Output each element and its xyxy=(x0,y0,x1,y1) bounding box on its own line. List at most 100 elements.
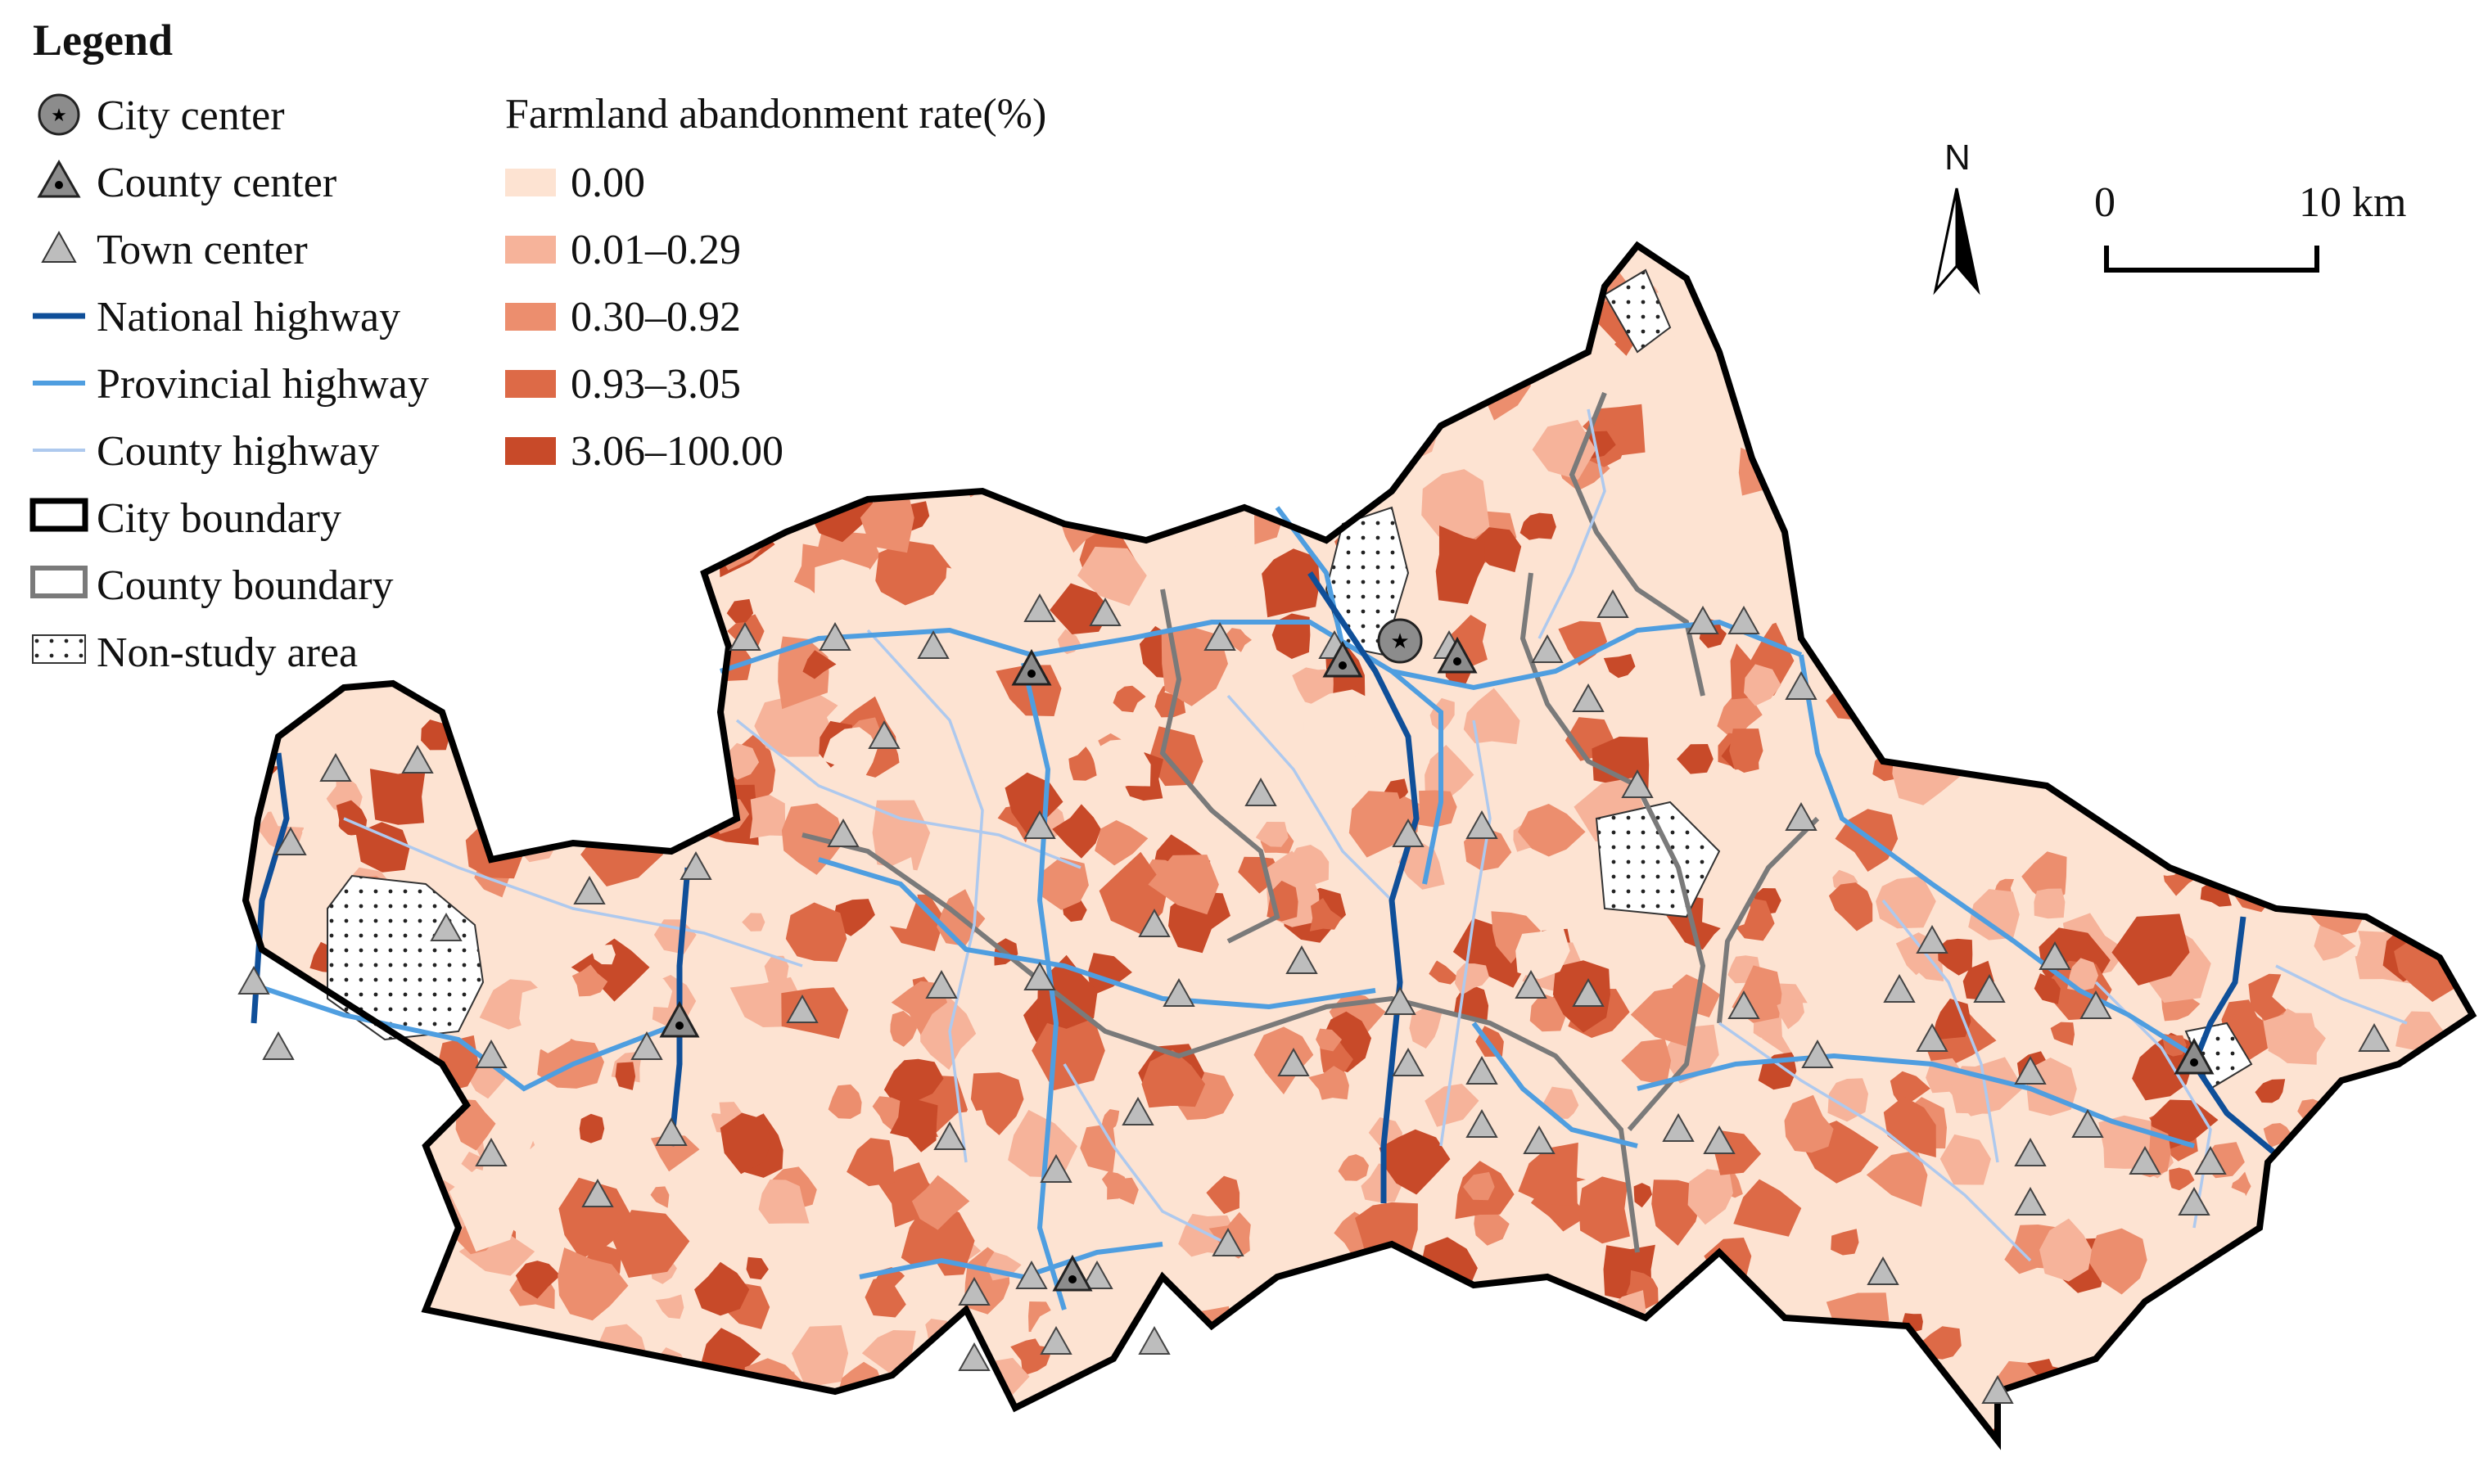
town-center-marker xyxy=(1703,1125,1736,1154)
abandonment-patch xyxy=(1920,1396,1984,1441)
abandonment-patch xyxy=(2373,1071,2444,1146)
abandonment-patch xyxy=(1344,341,1416,416)
abandonment-patch xyxy=(2201,246,2250,274)
north-label: N xyxy=(1944,138,1971,178)
abandonment-patch xyxy=(2062,300,2094,334)
abandonment-patch xyxy=(506,524,534,557)
abandonment-patch xyxy=(1637,1335,1699,1401)
rate-swatch-2 xyxy=(505,303,556,331)
town-center-marker xyxy=(958,1342,991,1371)
abandonment-patch xyxy=(1266,437,1298,471)
abandonment-patch xyxy=(734,1052,790,1115)
abandonment-patch xyxy=(2189,692,2218,719)
abandonment-patch xyxy=(1286,784,1343,833)
abandonment-patch xyxy=(473,286,503,313)
abandonment-patch xyxy=(1425,1084,1479,1127)
abandonment-patch xyxy=(823,341,901,407)
abandonment-patch xyxy=(1113,685,1146,713)
abandonment-patch xyxy=(585,765,613,791)
abandonment-patch xyxy=(567,693,591,718)
abandonment-patch xyxy=(246,1354,279,1391)
abandonment-patch xyxy=(1717,692,1763,741)
town-centers xyxy=(237,589,2391,1404)
legend-nonstudy-box xyxy=(32,634,86,664)
abandonment-patch xyxy=(791,1112,827,1148)
abandonment-patch xyxy=(2075,295,2101,320)
abandonment-patch xyxy=(906,255,990,328)
abandonment-patch xyxy=(1077,546,1147,607)
abandonment-patch xyxy=(246,1024,258,1049)
abandonment-patch xyxy=(1409,1007,1443,1049)
abandonment-patch xyxy=(996,409,1050,461)
abandonment-patch xyxy=(1229,1347,1267,1384)
town-center-marker xyxy=(2194,1145,2227,1175)
abandonment-patch xyxy=(535,695,592,748)
town-center-marker xyxy=(1081,1260,1113,1289)
abandonment-patch xyxy=(2116,517,2159,553)
town-center-marker xyxy=(401,744,434,774)
abandonment-patch xyxy=(632,607,702,669)
abandonment-patch xyxy=(1323,264,1375,323)
abandonment-patch xyxy=(1099,851,1167,935)
abandonment-patch xyxy=(843,592,875,624)
abandonment-patch xyxy=(1352,372,1411,432)
abandonment-patch xyxy=(911,1175,970,1230)
abandonment-patch xyxy=(2251,269,2306,321)
abandonment-patch xyxy=(1790,372,1858,423)
abandonment-patch xyxy=(1739,310,1782,353)
town-center-marker xyxy=(1023,810,1056,839)
abandonment-patch xyxy=(761,246,822,304)
abandonment-patch xyxy=(1127,451,1188,503)
abandonment-patch xyxy=(1338,1154,1369,1181)
abandonment-patch xyxy=(616,1414,648,1434)
abandonment-patch xyxy=(901,1200,975,1277)
town-center-marker xyxy=(680,850,712,880)
abandonment-patch xyxy=(1932,615,1973,647)
abandonment-patch xyxy=(2192,739,2254,810)
abandonment-patch xyxy=(1729,728,1763,770)
abandonment-patch xyxy=(2189,713,2256,776)
town-center-marker xyxy=(1384,986,1416,1015)
legend-label-national-highway: National highway xyxy=(97,294,401,341)
abandonment-patch xyxy=(526,720,602,783)
abandonment-patch xyxy=(871,356,908,399)
abandonment-patch xyxy=(310,1387,337,1416)
abandonment-patch xyxy=(1866,1150,1928,1207)
abandonment-patch xyxy=(1777,1368,1830,1428)
abandonment-patch xyxy=(348,1039,377,1064)
abandonment-patch xyxy=(1972,703,2010,738)
abandonment-patch xyxy=(1321,246,1398,284)
abandonment-patch xyxy=(1435,525,1485,604)
abandonment-patch xyxy=(1089,484,1111,510)
town-center-marker xyxy=(868,719,901,749)
abandonment-patch xyxy=(269,1005,297,1035)
abandonment-patch xyxy=(1303,689,1375,763)
abandonment-patch xyxy=(2005,246,2056,282)
abandonment-patch xyxy=(2221,313,2278,361)
abandonment-patch xyxy=(937,277,978,309)
abandonment-patch xyxy=(1253,342,1283,375)
abandonment-patch xyxy=(452,523,490,575)
town-center-marker xyxy=(1023,961,1056,990)
abandonment-patch xyxy=(1479,554,1557,637)
abandonment-patch xyxy=(950,246,1015,291)
abandonment-patch xyxy=(1308,1066,1349,1100)
county-centers xyxy=(659,636,2215,1292)
abandonment-patch xyxy=(820,467,845,487)
rate-swatch-1 xyxy=(505,236,556,264)
abandonment-patch xyxy=(1370,325,1429,374)
county-center-marker xyxy=(1322,640,1363,678)
abandonment-patch xyxy=(791,246,853,275)
abandonment-patch xyxy=(2225,1283,2255,1316)
abandonment-patch xyxy=(986,728,1023,770)
abandonment-patch xyxy=(322,1238,390,1303)
abandonment-patch xyxy=(2364,770,2439,832)
abandonment-patch xyxy=(1475,1382,1515,1417)
abandonment-patch xyxy=(1314,1333,1337,1356)
abandonment-patch xyxy=(1452,918,1534,988)
abandonment-patch xyxy=(657,1396,723,1441)
abandonment-patch xyxy=(1158,326,1207,376)
abandonment-patch xyxy=(2323,699,2365,749)
abandonment-patch xyxy=(653,919,697,954)
abandonment-patch xyxy=(1393,246,1449,309)
